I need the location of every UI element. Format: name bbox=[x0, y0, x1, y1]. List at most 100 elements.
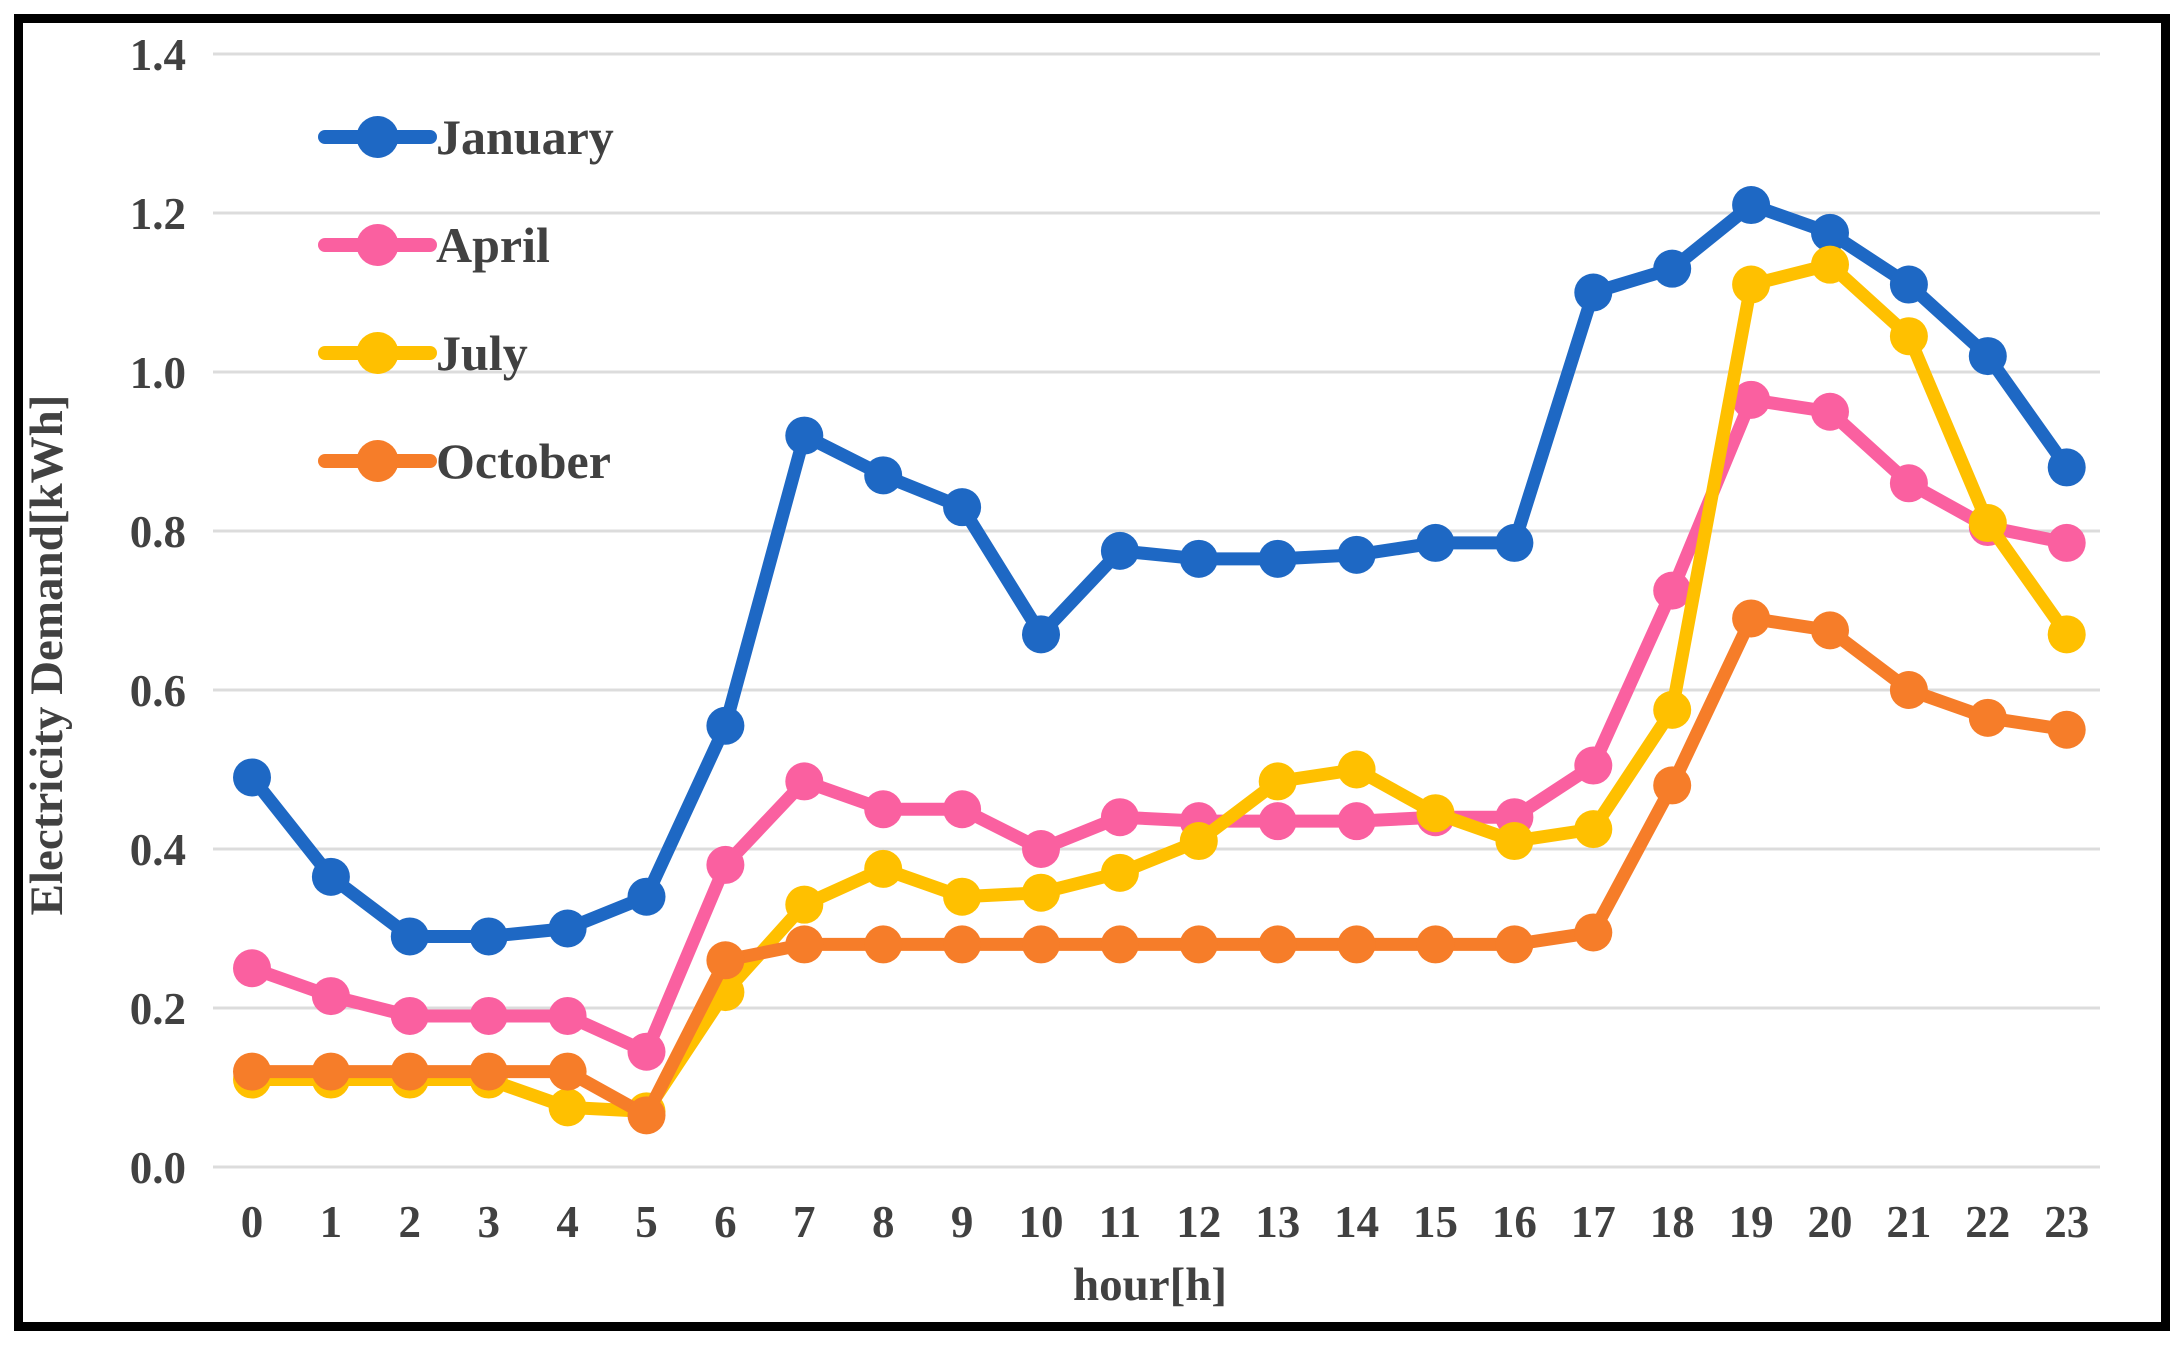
x-tick-label: 22 bbox=[1965, 1197, 2010, 1247]
data-point-marker bbox=[1022, 830, 1060, 868]
y-tick-label: 0.2 bbox=[130, 984, 186, 1034]
data-point-marker bbox=[1732, 265, 1771, 304]
data-point-marker bbox=[1889, 265, 1928, 304]
data-point-marker bbox=[1100, 853, 1139, 892]
data-point-marker bbox=[2047, 615, 2086, 654]
data-point-marker bbox=[864, 849, 903, 888]
data-point-marker bbox=[469, 917, 508, 956]
y-tick-label: 0.6 bbox=[130, 666, 186, 716]
x-tick-label: 20 bbox=[1808, 1197, 1853, 1247]
data-point-marker bbox=[1179, 822, 1218, 861]
data-point-marker bbox=[311, 977, 350, 1016]
data-point-marker bbox=[1416, 794, 1455, 833]
data-point-marker bbox=[2047, 523, 2086, 562]
legend-dot-marker bbox=[356, 332, 399, 374]
data-point-marker bbox=[943, 488, 982, 527]
legend-item-october: October bbox=[318, 433, 611, 489]
series-lines bbox=[233, 186, 2086, 1135]
data-point-marker bbox=[1653, 690, 1692, 729]
x-tick-label: 5 bbox=[635, 1197, 658, 1247]
data-point-marker bbox=[785, 885, 824, 924]
series-line bbox=[245, 611, 2074, 1122]
data-point-marker bbox=[943, 925, 982, 964]
x-tick-label: 6 bbox=[714, 1197, 737, 1247]
y-tick-label: 0.8 bbox=[130, 507, 186, 557]
data-point-marker bbox=[1732, 599, 1771, 638]
data-point-marker bbox=[1968, 504, 2007, 543]
data-point-marker bbox=[1022, 615, 1060, 654]
data-point-marker bbox=[1968, 337, 2007, 376]
data-point-marker bbox=[2047, 710, 2086, 749]
data-point-marker bbox=[390, 1052, 429, 1091]
y-tick-label: 0.4 bbox=[130, 825, 186, 875]
data-point-marker bbox=[706, 845, 745, 884]
y-axis-title: Electricity Demand[kWh] bbox=[21, 395, 73, 916]
data-point-marker bbox=[1337, 750, 1376, 789]
legend-label: April bbox=[436, 217, 550, 273]
data-point-marker bbox=[706, 941, 745, 980]
data-point-marker bbox=[311, 857, 350, 896]
x-axis-title: hour[h] bbox=[1073, 1259, 1227, 1311]
data-point-marker bbox=[785, 762, 824, 801]
legend-dot-marker bbox=[356, 440, 399, 482]
data-point-marker bbox=[548, 996, 587, 1035]
data-point-marker bbox=[1732, 380, 1771, 419]
data-point-marker bbox=[390, 917, 429, 956]
legend-dot-marker bbox=[356, 116, 399, 158]
data-point-marker bbox=[1258, 762, 1297, 801]
data-point-marker bbox=[469, 1052, 508, 1091]
data-point-marker bbox=[1258, 925, 1297, 964]
data-point-marker bbox=[785, 416, 824, 455]
x-tick-label: 13 bbox=[1255, 1197, 1300, 1247]
legend-item-july: July bbox=[318, 325, 528, 381]
series-line bbox=[245, 198, 2074, 943]
data-point-marker bbox=[1495, 925, 1534, 964]
data-point-marker bbox=[2047, 448, 2086, 487]
data-point-marker bbox=[1258, 802, 1297, 841]
x-tick-label: 7 bbox=[793, 1197, 816, 1247]
data-point-marker bbox=[1811, 392, 1849, 431]
x-axis-labels: 0 1 2 3 4 5 6 7 8 9 10 11 12 13 14 15 16 17 18 19 20 21 22 23 bbox=[241, 1197, 2089, 1247]
data-point-marker bbox=[864, 790, 903, 829]
legend-label: July bbox=[436, 325, 528, 381]
data-point-marker bbox=[1811, 245, 1849, 284]
x-tick-label: 19 bbox=[1729, 1197, 1774, 1247]
data-point-marker bbox=[1574, 810, 1613, 849]
data-point-marker bbox=[1495, 822, 1534, 861]
data-point-marker bbox=[1100, 925, 1139, 964]
x-tick-label: 10 bbox=[1019, 1197, 1064, 1247]
data-point-marker bbox=[1574, 913, 1613, 952]
data-point-marker bbox=[233, 1052, 271, 1091]
x-tick-label: 16 bbox=[1492, 1197, 1537, 1247]
data-point-marker bbox=[1179, 925, 1218, 964]
data-point-marker bbox=[1653, 766, 1692, 805]
data-point-marker bbox=[1179, 539, 1218, 578]
legend-item-january: January bbox=[318, 109, 614, 165]
data-point-marker bbox=[1416, 925, 1455, 964]
data-point-marker bbox=[1889, 317, 1928, 356]
data-point-marker bbox=[1337, 925, 1376, 964]
data-point-marker bbox=[1100, 798, 1139, 837]
data-point-marker bbox=[627, 1096, 666, 1135]
data-point-marker bbox=[943, 877, 982, 916]
data-point-marker bbox=[1732, 186, 1771, 225]
data-point-marker bbox=[1022, 925, 1060, 964]
legend-item-april: April bbox=[318, 217, 550, 273]
series-line bbox=[245, 258, 2074, 1118]
x-tick-label: 12 bbox=[1176, 1197, 1221, 1247]
data-point-marker bbox=[469, 996, 508, 1035]
y-tick-label: 1.4 bbox=[130, 30, 186, 80]
data-point-marker bbox=[1022, 873, 1060, 912]
x-tick-label: 8 bbox=[872, 1197, 895, 1247]
data-point-marker bbox=[1258, 539, 1297, 578]
x-tick-label: 9 bbox=[951, 1197, 974, 1247]
data-point-marker bbox=[627, 877, 666, 916]
data-point-marker bbox=[706, 706, 745, 745]
x-tick-label: 1 bbox=[320, 1197, 343, 1247]
figure-border bbox=[14, 14, 2170, 1331]
x-tick-label: 23 bbox=[2044, 1197, 2089, 1247]
x-tick-label: 21 bbox=[1886, 1197, 1931, 1247]
data-point-marker bbox=[864, 925, 903, 964]
data-point-marker bbox=[1337, 535, 1376, 574]
